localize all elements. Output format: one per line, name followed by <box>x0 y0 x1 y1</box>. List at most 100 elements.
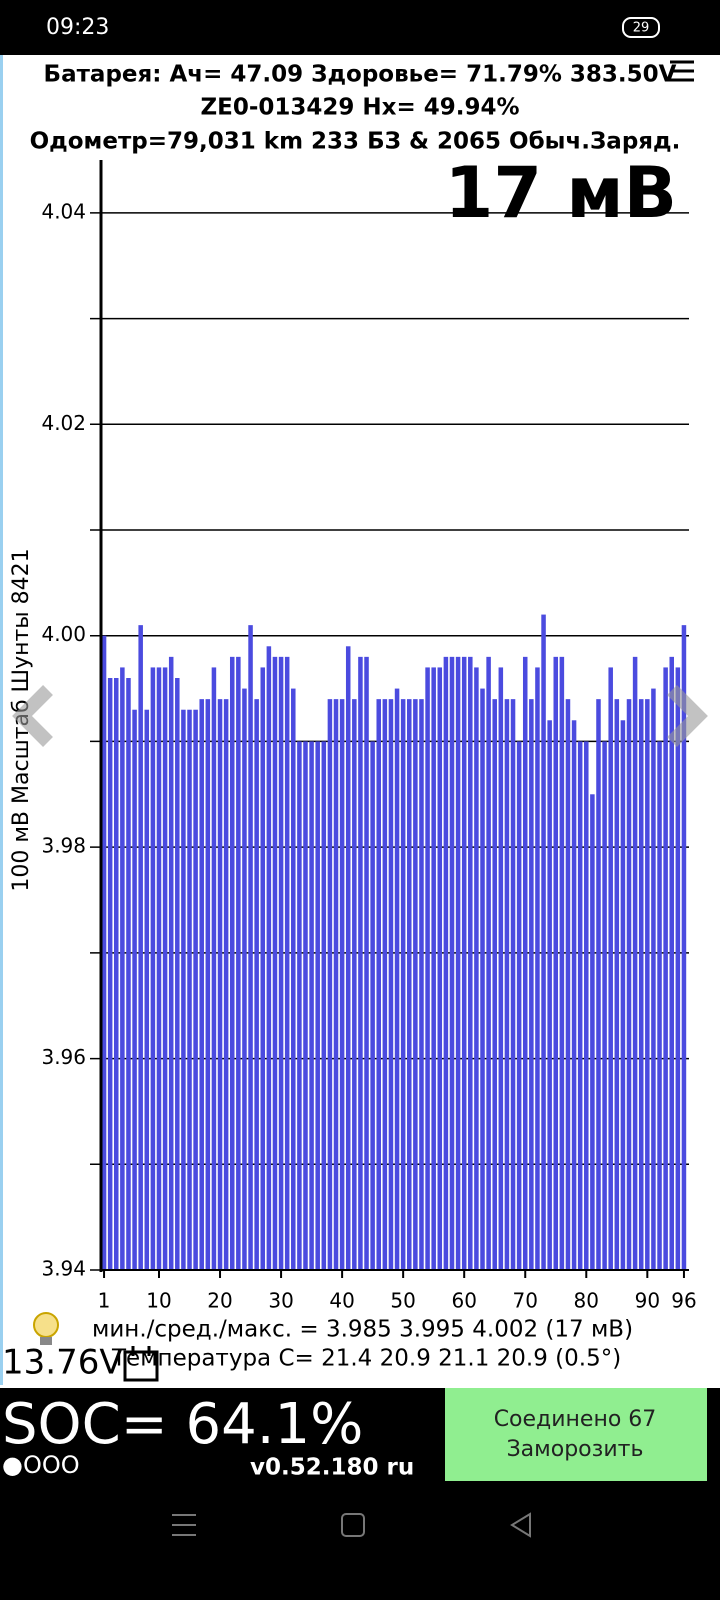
y-tick-label: 3.96 <box>41 1045 86 1069</box>
bar <box>138 625 143 1270</box>
bar <box>663 667 668 1270</box>
bar <box>187 709 192 1270</box>
clock: 09:23 <box>46 15 109 40</box>
bar <box>101 635 107 1270</box>
y-tick-label: 4.02 <box>41 411 86 435</box>
bar <box>400 699 406 1270</box>
bar <box>144 709 150 1270</box>
bar <box>132 709 137 1270</box>
bar <box>651 688 656 1270</box>
bar <box>455 656 461 1270</box>
bar <box>242 688 247 1270</box>
x-tick-label: 40 <box>329 1289 354 1313</box>
bar <box>278 656 284 1270</box>
next-arrow[interactable] <box>667 685 708 747</box>
bar <box>175 678 180 1270</box>
prev-arrow[interactable] <box>12 685 53 747</box>
bar <box>565 699 571 1270</box>
bar <box>162 667 168 1270</box>
bar <box>168 656 174 1270</box>
bar <box>260 667 266 1270</box>
y-tick-label: 4.04 <box>41 199 86 223</box>
bar <box>669 656 674 1270</box>
bar <box>468 656 473 1270</box>
button-label: Заморозить <box>507 1437 644 1462</box>
soc: SOC= 64.1% <box>2 1392 363 1457</box>
calendar-icon[interactable] <box>123 1346 159 1382</box>
bar <box>223 699 229 1270</box>
menu-icon[interactable] <box>670 60 694 82</box>
bar <box>510 699 516 1270</box>
bar <box>382 699 388 1270</box>
bar <box>364 656 369 1270</box>
bar <box>321 741 327 1270</box>
bar <box>315 741 320 1270</box>
x-tick-label: 96 <box>671 1289 696 1313</box>
edge <box>0 55 3 1385</box>
bar <box>266 646 272 1270</box>
bar <box>553 656 559 1270</box>
x-tick-label: 80 <box>574 1289 599 1313</box>
status-bar <box>0 0 720 55</box>
bar <box>431 667 436 1270</box>
bar <box>608 667 613 1270</box>
bar <box>596 699 601 1270</box>
bar <box>474 667 479 1270</box>
x-tick-label: 90 <box>635 1289 660 1313</box>
x-tick-label: 10 <box>146 1289 171 1313</box>
y-tick-label: 3.94 <box>41 1257 86 1281</box>
bar <box>584 741 589 1270</box>
bar <box>675 667 681 1270</box>
x-tick-label: 70 <box>513 1289 538 1313</box>
bar <box>229 656 235 1270</box>
bar <box>516 741 522 1270</box>
chart: 3.94 3.96 3.98 4.00 4.02 4.04 1 10 20 30 40 50 60 70 8… <box>41 160 697 1313</box>
bar <box>547 720 552 1270</box>
bar <box>370 741 375 1270</box>
bar <box>309 741 314 1270</box>
bar <box>443 656 449 1270</box>
nav-home[interactable] <box>341 1513 365 1537</box>
bar <box>559 656 565 1270</box>
bar <box>199 699 204 1270</box>
battery-icon <box>622 17 660 38</box>
bar <box>437 667 443 1270</box>
nav-back[interactable] <box>510 1512 531 1538</box>
bar <box>193 709 198 1270</box>
bar <box>150 667 156 1270</box>
bar <box>504 699 510 1270</box>
connect-button[interactable] <box>445 1388 707 1481</box>
x-tick-label: 1 <box>98 1289 111 1313</box>
bar <box>632 656 638 1270</box>
bar <box>645 699 650 1270</box>
bar <box>297 741 302 1270</box>
bar <box>114 678 119 1270</box>
bar <box>211 667 217 1270</box>
bar <box>626 699 632 1270</box>
readout: 17 мВ <box>445 152 677 234</box>
bar <box>272 656 278 1270</box>
voltage: 13.76V <box>2 1343 123 1383</box>
x-tick-label: 20 <box>207 1289 232 1313</box>
battery-level: 29 <box>633 21 650 36</box>
y-tick-label: 3.98 <box>41 834 86 858</box>
button-label: Соединено 67 <box>494 1407 657 1432</box>
bar <box>681 625 687 1270</box>
bar <box>205 699 211 1270</box>
version: v0.52.180 ru <box>250 1455 414 1481</box>
bar <box>284 656 290 1270</box>
bar <box>602 741 607 1270</box>
bar <box>291 688 296 1270</box>
bar <box>590 794 595 1270</box>
header-line: Одометр=79,031 km 233 БЗ & 2065 Обыч.Зар… <box>30 129 681 155</box>
nav-menu[interactable] <box>172 1514 196 1536</box>
bar <box>358 656 363 1270</box>
bar <box>181 709 186 1270</box>
bar <box>327 699 333 1270</box>
bulb-icon[interactable] <box>33 1312 59 1345</box>
bar <box>657 741 662 1270</box>
y-tick-label: 4.00 <box>41 622 86 646</box>
bar <box>339 699 345 1270</box>
